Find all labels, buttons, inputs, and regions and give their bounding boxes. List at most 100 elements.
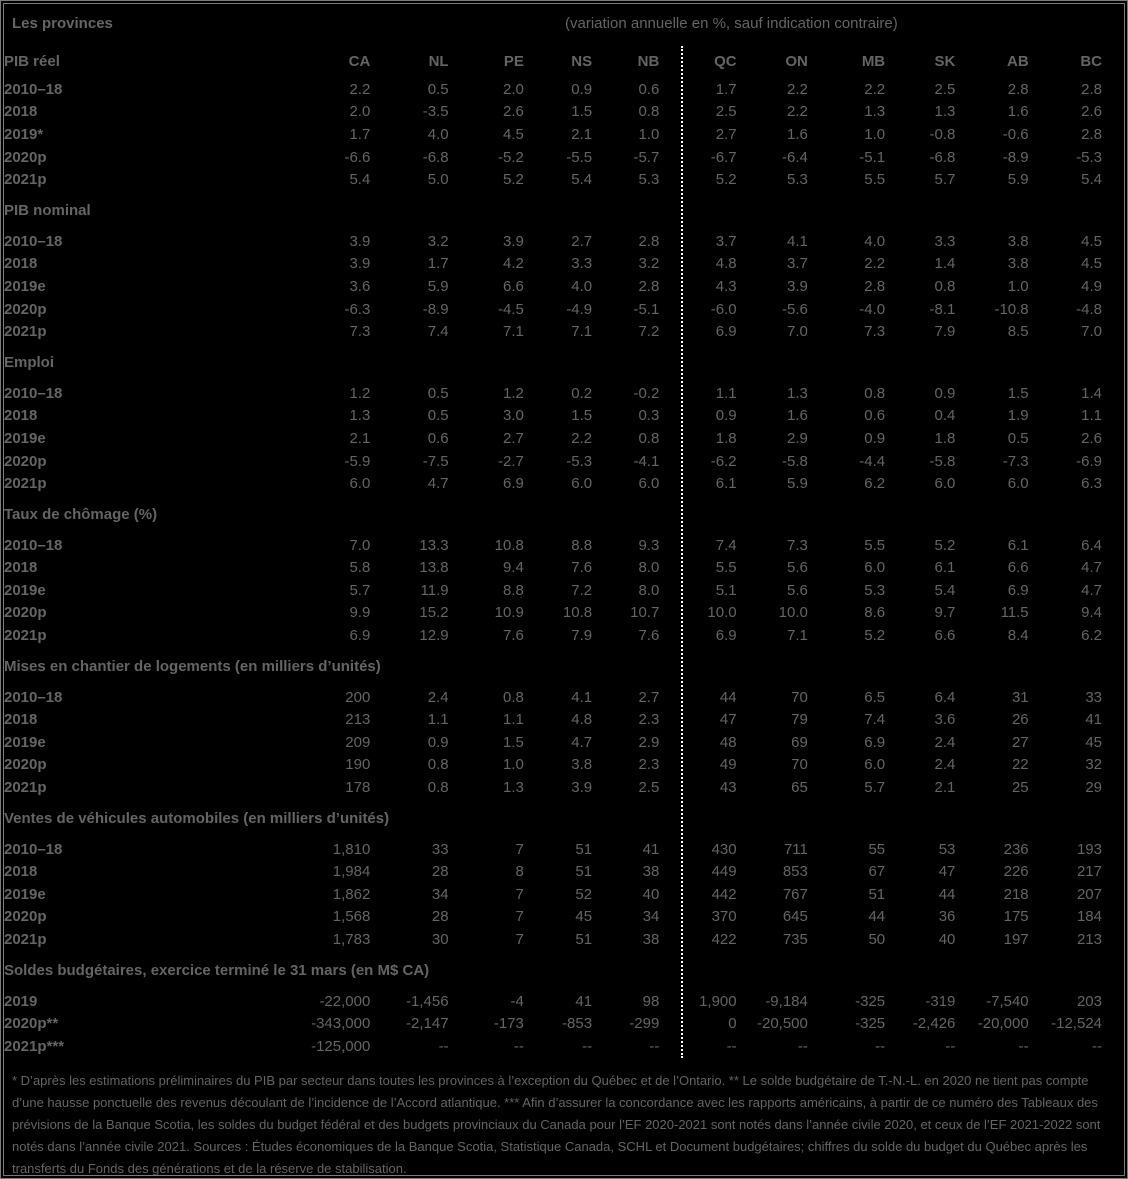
value-cell: 1.5 — [571, 407, 593, 425]
value-cell: 442 — [711, 885, 737, 903]
value-cell: -299 — [629, 1015, 660, 1033]
value-cell: -8.1 — [929, 300, 956, 318]
value-cell: 7.4 — [715, 536, 737, 554]
value-cell: 6.4 — [934, 688, 956, 706]
value-cell: 1.0 — [864, 125, 886, 143]
footnote: * D’après les estimations préliminaires … — [12, 1072, 1101, 1176]
value-cell: 4.5 — [503, 125, 524, 143]
value-cell: 2.1 — [349, 429, 371, 447]
value-cell: 8.0 — [638, 581, 660, 599]
value-cell: 7.2 — [571, 581, 593, 599]
value-cell: 6.3 — [1081, 475, 1102, 493]
value-cell: 7.0 — [1081, 323, 1102, 341]
value-cell: 8.8 — [571, 536, 593, 554]
value-cell: 4.5 — [1081, 232, 1102, 250]
row-label: 2021p — [4, 779, 47, 797]
row-label: 2020p — [4, 300, 47, 318]
value-cell: 4.8 — [715, 255, 737, 273]
value-cell: 2.1 — [571, 125, 593, 143]
value-cell: 47 — [938, 863, 956, 881]
value-cell: 6.1 — [1007, 536, 1029, 554]
value-cell: 3.7 — [715, 232, 737, 250]
value-cell: 10.8 — [562, 604, 593, 622]
value-cell: 0.6 — [638, 80, 660, 98]
provinces-table: PIB réel CA NL PE NS NB QC ON MB SK AB BC 2010–18 2.2… — [4, 44, 1102, 1058]
value-cell: 6.9 — [503, 475, 524, 493]
value-cell: -5.5 — [566, 148, 593, 166]
atlantic-central-divider-line — [681, 46, 683, 1058]
value-cell: 0.8 — [427, 779, 449, 797]
value-cell: 5.3 — [787, 171, 808, 189]
value-cell: 0.8 — [934, 277, 956, 295]
row-label: 2019e — [4, 885, 46, 903]
value-cell: 4.1 — [787, 232, 808, 250]
row-label: 2021p — [4, 171, 47, 189]
column-header-row: PIB réel CA NL PE NS NB QC ON MB SK AB BC — [4, 44, 1102, 78]
value-cell: 13.3 — [419, 536, 449, 554]
value-cell: 48 — [719, 733, 737, 751]
value-cell: 7.4 — [864, 711, 886, 729]
value-cell: 8.5 — [1007, 323, 1029, 341]
value-cell: 3.6 — [349, 277, 371, 295]
value-cell: -20,500 — [756, 1015, 808, 1033]
value-cell: 1.0 — [503, 756, 524, 774]
value-cell: 7.6 — [638, 627, 660, 645]
value-cell: 7 — [515, 885, 524, 903]
value-cell: -1,456 — [406, 992, 449, 1010]
value-cell: 34 — [431, 885, 449, 903]
value-cell: 52 — [575, 885, 593, 903]
value-cell: 5.5 — [715, 559, 737, 577]
value-cell: 1.5 — [503, 733, 524, 751]
value-cell: -7,540 — [986, 992, 1029, 1010]
value-cell: -- — [797, 1037, 808, 1055]
row-label: 2019 — [4, 992, 38, 1010]
value-cell: 9.3 — [638, 536, 660, 554]
value-cell: 4.7 — [1081, 581, 1102, 599]
value-cell: 1.1 — [1081, 407, 1102, 425]
value-cell: 6.6 — [934, 627, 956, 645]
value-cell: 13.8 — [419, 559, 449, 577]
value-cell: 2.4 — [934, 756, 956, 774]
value-cell: 5.4 — [1081, 171, 1102, 189]
value-cell: 2.6 — [503, 103, 524, 121]
row-label: 2021p — [4, 323, 47, 341]
value-cell: 5.7 — [349, 581, 371, 599]
value-cell: 34 — [642, 908, 660, 926]
value-cell: -- — [945, 1037, 956, 1055]
value-cell: 1.6 — [787, 407, 808, 425]
table-row: 2021p 7.3 7.4 7.1 7.1 7.2 6.9 7.0 7.3 7.9 8.5 7.0 — [4, 320, 1102, 343]
value-cell: -4.0 — [859, 300, 886, 318]
table-row: 2021p 1,783 30 7 51 38 422 735 50 40 197 213 — [4, 928, 1102, 951]
value-cell: 1.6 — [787, 125, 808, 143]
value-cell: 7.1 — [571, 323, 593, 341]
value-cell: 33 — [431, 840, 449, 858]
value-cell: 4.2 — [503, 255, 524, 273]
column-header: AB — [1006, 52, 1029, 70]
row-label: 2021p — [4, 475, 47, 493]
value-cell: 0.9 — [934, 384, 956, 402]
value-cell: -6.3 — [344, 300, 371, 318]
value-cell: 1.3 — [787, 384, 808, 402]
value-cell: 5.9 — [1007, 171, 1029, 189]
value-cell: 43 — [719, 779, 737, 797]
value-cell: 53 — [938, 840, 956, 858]
row-label: 2019e — [4, 277, 46, 295]
value-cell: 1.4 — [1081, 384, 1102, 402]
column-header: NB — [637, 52, 660, 70]
value-cell: 5.7 — [934, 171, 956, 189]
value-cell: 50 — [868, 931, 886, 949]
value-cell: 0.8 — [427, 756, 449, 774]
value-cell: 1.7 — [715, 80, 737, 98]
value-cell: 51 — [868, 885, 886, 903]
value-cell: 3.8 — [1007, 232, 1029, 250]
value-cell: 2.6 — [1081, 429, 1102, 447]
value-cell: 31 — [1011, 688, 1029, 706]
value-cell: 5.3 — [638, 171, 660, 189]
table-row: 2010–18 3.9 3.2 3.9 2.7 2.8 3.7 4.1 4.0 3.3 3.8 4.5 — [4, 230, 1102, 253]
row-label: 2020p — [4, 908, 47, 926]
value-cell: 5.8 — [349, 559, 371, 577]
value-cell: -- — [649, 1037, 660, 1055]
value-cell: 5.4 — [934, 581, 956, 599]
value-cell: 8 — [515, 863, 524, 881]
